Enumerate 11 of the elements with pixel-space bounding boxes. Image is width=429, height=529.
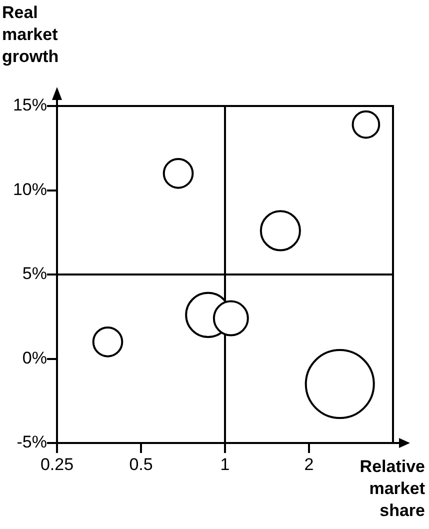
x-tick-label: 2 [304, 454, 314, 474]
y-tick-label: 5% [22, 264, 47, 284]
x-tick-label: 1 [220, 454, 230, 474]
y-tick-label: 10% [12, 180, 47, 199]
x-tick-label: 0.5 [129, 454, 153, 474]
x-tick-label: 0.25 [40, 454, 74, 474]
y-tick-label: 0% [22, 348, 47, 368]
y-tick-label: 15% [12, 96, 47, 115]
x-axis-title: Relative market share [360, 456, 425, 522]
y-axis-title: Real market growth [2, 2, 59, 68]
y-tick-label: -5% [16, 432, 47, 452]
